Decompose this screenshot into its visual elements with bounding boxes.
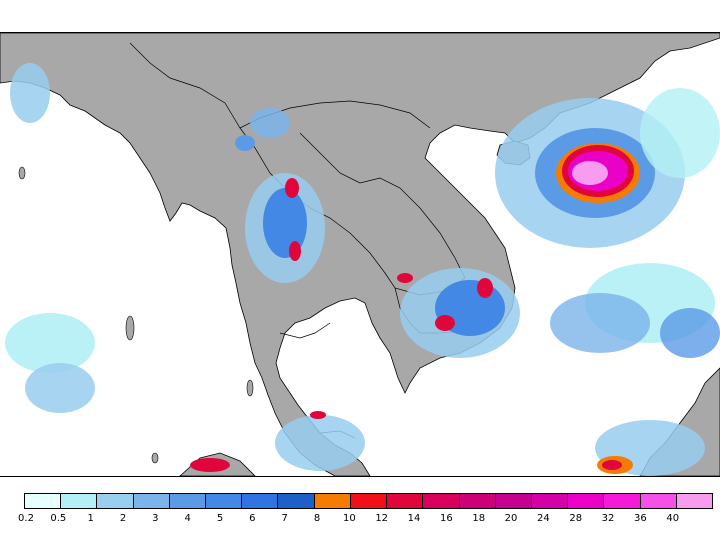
legend-swatch (675, 493, 713, 509)
mainland-landmass (0, 33, 720, 476)
legend-label: 32 (601, 513, 615, 524)
rainfall-overlay (5, 63, 720, 476)
legend-swatch (24, 493, 62, 509)
legend-label: 4 (184, 513, 191, 524)
legend-swatch (132, 493, 170, 509)
legend-swatch (349, 493, 388, 509)
legend-label: 16 (439, 513, 453, 524)
legend-swatch (422, 493, 460, 509)
legend-label: 0.5 (50, 513, 67, 524)
legend-label: 3 (152, 513, 159, 524)
legend-swatch (603, 493, 641, 509)
legend-swatch (205, 493, 243, 509)
legend-label: 0.2 (18, 513, 34, 524)
legend-label: 1 (87, 513, 94, 524)
legend-swatch (494, 493, 532, 509)
color-scale-legend: 0.2 0.5 1 2 3 4 5 6 7 8 10 12 14 16 18 20 24 28 32 36 40 (18, 493, 714, 539)
legend-swatch (567, 493, 605, 509)
legend-label: 12 (375, 513, 389, 524)
legend-swatch (458, 493, 496, 509)
legend-label: 18 (472, 513, 486, 524)
legend-label: 6 (249, 513, 256, 524)
legend-swatch (60, 493, 98, 509)
legend-label: 8 (313, 513, 321, 524)
legend-label: 20 (504, 513, 518, 524)
legend-label: 7 (281, 513, 288, 524)
legend-swatch (241, 493, 279, 509)
legend-label: 36 (634, 513, 647, 524)
legend-swatch (386, 493, 424, 509)
legend-label: 10 (342, 513, 356, 524)
legend-label: 24 (537, 513, 550, 524)
islands (18, 166, 254, 464)
legend-label: 2 (119, 513, 127, 524)
legend-swatch (168, 493, 207, 509)
legend-label: 40 (666, 513, 680, 524)
legend-swatch (639, 493, 677, 509)
legend-swatch (277, 493, 315, 509)
legend-label: 14 (407, 513, 421, 524)
legend-swatch (313, 493, 351, 509)
legend-label: 28 (569, 513, 583, 524)
legend-swatch (530, 493, 569, 509)
legend-label: 5 (216, 513, 224, 524)
rainfall-map (0, 32, 720, 477)
legend-swatch (96, 493, 134, 509)
map-canvas (0, 33, 720, 476)
